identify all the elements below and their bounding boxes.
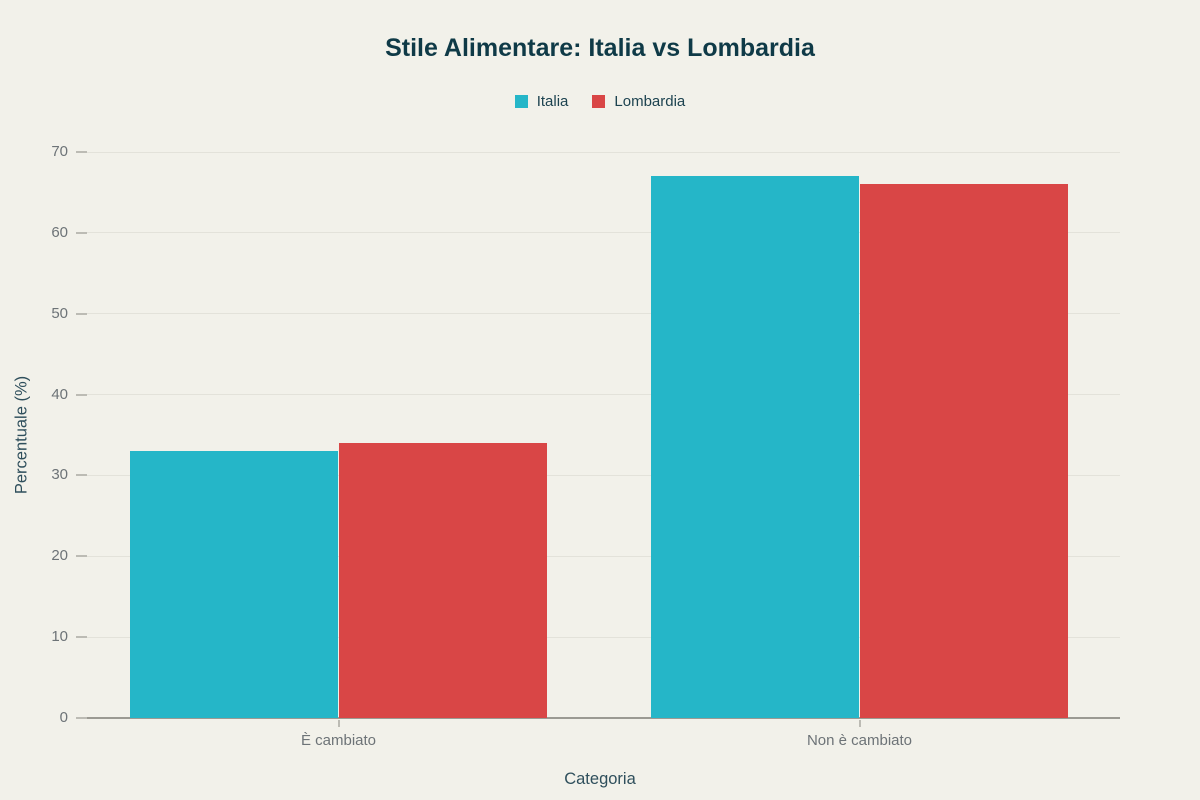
gridline bbox=[78, 555, 1120, 557]
y-axis-tick-label: 10 bbox=[51, 628, 68, 646]
y-axis-tick-label: 30 bbox=[51, 466, 68, 484]
legend-label-lombardia: Lombardia bbox=[614, 93, 686, 110]
x-axis-tick bbox=[858, 720, 861, 727]
bar-lombardia-0 bbox=[338, 443, 547, 718]
bar-italia-1 bbox=[651, 176, 860, 718]
x-axis-category-label: È cambiato bbox=[300, 732, 377, 749]
y-axis-tick-label: 60 bbox=[51, 223, 68, 241]
y-axis-tick bbox=[76, 717, 87, 719]
y-axis-tick bbox=[76, 151, 87, 153]
bar-italia-0 bbox=[130, 451, 339, 718]
gridline bbox=[78, 636, 1120, 638]
gridline bbox=[78, 232, 1120, 234]
legend-swatch-italia bbox=[514, 95, 528, 108]
y-axis-tick bbox=[76, 312, 87, 315]
chart-title: Stile Alimentare: Italia vs Lombardia bbox=[385, 34, 815, 62]
legend-item-lombardia[interactable]: Lombardia bbox=[592, 93, 685, 110]
y-axis-tick bbox=[76, 636, 87, 639]
y-axis-tick-label: 70 bbox=[51, 143, 68, 160]
y-axis-tick-label: 40 bbox=[51, 385, 68, 403]
legend-swatch-lombardia bbox=[592, 95, 606, 108]
x-axis-tick bbox=[337, 720, 340, 727]
legend: Italia Lombardia bbox=[0, 93, 1200, 110]
gridline bbox=[78, 394, 1120, 396]
y-axis-tick-label: 50 bbox=[51, 304, 68, 322]
plot-area: 0 10 20 30 40 50 60 70 È cambiato Non è cambiato bbox=[51, 143, 1120, 749]
y-axis-tick bbox=[76, 555, 87, 558]
y-axis-tick bbox=[76, 231, 87, 234]
gridline bbox=[78, 474, 1120, 476]
y-axis-tick bbox=[76, 474, 87, 477]
y-axis-title: Percentuale (%) bbox=[12, 375, 31, 495]
bar-lombardia-1 bbox=[859, 184, 1068, 718]
y-axis-tick-label: 0 bbox=[59, 709, 68, 726]
x-axis-category-label: Non è cambiato bbox=[806, 732, 913, 749]
x-axis-line bbox=[78, 717, 1120, 719]
y-axis-tick bbox=[76, 393, 87, 396]
y-axis-tick-label: 20 bbox=[51, 547, 68, 565]
gridline bbox=[78, 151, 1120, 153]
legend-label-italia: Italia bbox=[536, 93, 569, 110]
x-axis-title: Categoria bbox=[564, 770, 636, 788]
legend-item-italia[interactable]: Italia bbox=[514, 93, 569, 110]
gridline bbox=[78, 313, 1120, 315]
